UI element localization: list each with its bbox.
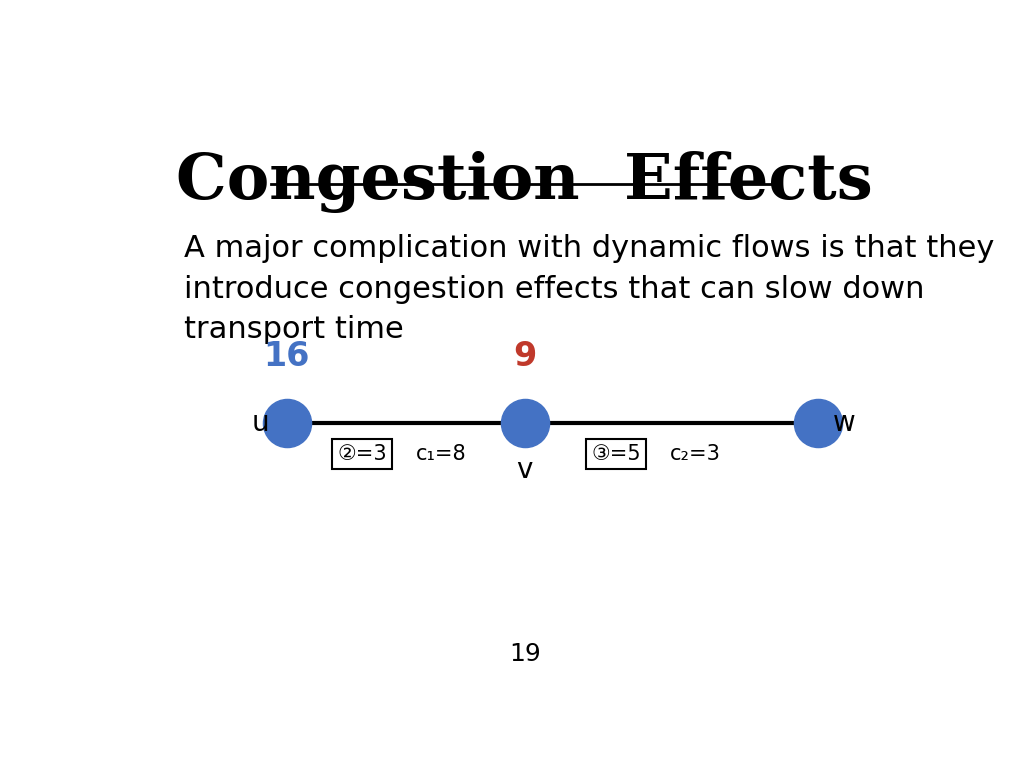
Text: Congestion  Effects: Congestion Effects [176,151,873,214]
Point [810,417,826,429]
Text: c₂=3: c₂=3 [670,444,721,464]
Text: 9: 9 [513,340,537,373]
Text: 19: 19 [509,642,541,666]
Text: ③=5: ③=5 [591,444,641,464]
Text: w: w [833,409,855,437]
Text: A major complication with dynamic flows is that they
introduce congestion effect: A major complication with dynamic flows … [183,234,994,344]
Text: ②=3: ②=3 [337,444,387,464]
Text: u: u [252,409,269,437]
Point [279,417,295,429]
Text: 16: 16 [263,340,310,373]
Text: c₁=8: c₁=8 [416,444,467,464]
Point [516,417,532,429]
Text: v: v [517,456,532,484]
